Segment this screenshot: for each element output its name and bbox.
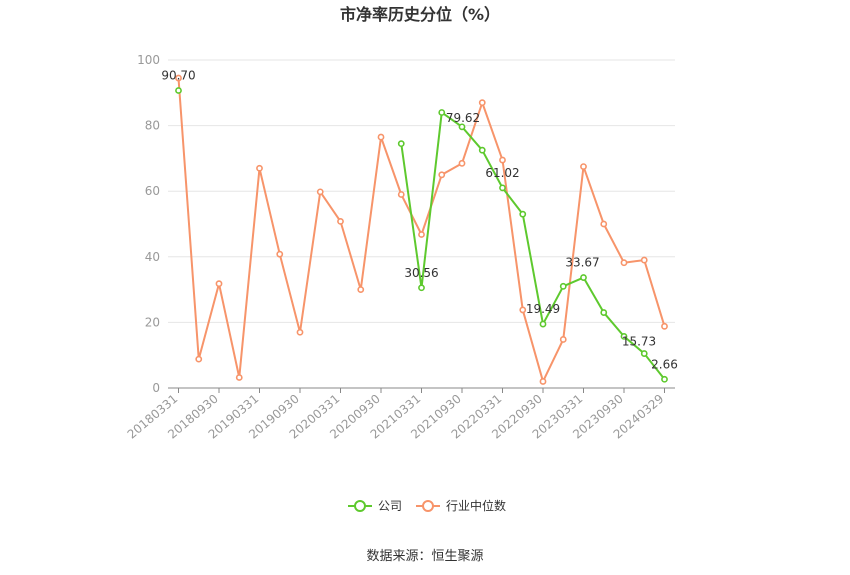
legend-item-industry-median: 行业中位数: [416, 498, 506, 513]
data-label: 61.02: [485, 166, 519, 180]
industry-median-point: [499, 156, 506, 164]
industry-median-point: [377, 133, 385, 141]
industry-median-point: [620, 259, 628, 267]
industry-median-point: [256, 164, 263, 172]
y-tick-labels: 0 20 40 60 80 100: [137, 53, 160, 395]
series-lines: [175, 74, 668, 385]
industry-median-point: [397, 191, 405, 198]
company-point: [458, 123, 466, 131]
x-tick-labels: 2018033120180930201903312019093020200331…: [125, 392, 667, 442]
legend: 公司 行业中位数: [348, 498, 506, 513]
industry-median-line: [177, 77, 666, 383]
company-point: [175, 87, 182, 94]
data-label: 79.62: [446, 111, 480, 125]
legend-label: 行业中位数: [446, 498, 506, 513]
industry-median-point: [580, 163, 587, 170]
company-point: [438, 109, 446, 116]
company-point: [478, 146, 486, 154]
company-point: [397, 140, 405, 148]
y-tick-label: 20: [145, 315, 160, 329]
industry-median-point: [418, 231, 425, 238]
industry-median-point: [357, 286, 365, 293]
legend-item-company: 公司: [348, 499, 402, 513]
company-point: [519, 210, 527, 218]
company-point: [640, 350, 648, 357]
data-label: 2.66: [651, 357, 678, 371]
industry-median-point: [195, 355, 203, 363]
industry-median-point: [539, 378, 547, 385]
chart-title: 市净率历史分位（%）: [340, 5, 500, 24]
industry-median-point: [600, 220, 608, 228]
company-point: [559, 282, 567, 290]
company-point: [661, 375, 668, 383]
y-tick-label: 40: [145, 250, 160, 264]
industry-median-point: [438, 171, 446, 179]
industry-median-point: [519, 306, 527, 314]
y-tick-label: 100: [137, 53, 160, 67]
industry-median-point: [661, 322, 668, 330]
industry-median-point: [559, 336, 567, 343]
industry-median-point: [175, 74, 182, 82]
industry-median-point: [458, 159, 466, 167]
industry-median-point: [235, 374, 243, 381]
industry-median-point: [640, 256, 648, 264]
data-label: 15.73: [622, 334, 656, 348]
y-tick-label: 60: [145, 184, 160, 198]
data-label: 30.56: [404, 266, 438, 280]
company-point: [539, 320, 547, 328]
source-note: 数据来源：恒生聚源: [366, 549, 483, 564]
company-point: [418, 284, 425, 292]
data-label: 33.67: [565, 256, 599, 270]
company-point: [580, 274, 587, 281]
industry-median-point: [215, 280, 223, 288]
axes: [168, 387, 675, 393]
legend-swatch-marker: [354, 500, 366, 512]
grid-lines: [168, 59, 675, 323]
data-label: 19.49: [526, 302, 560, 316]
y-tick-label: 80: [145, 119, 160, 133]
industry-median-point: [478, 99, 486, 107]
company-point: [620, 333, 628, 340]
company-point: [499, 184, 506, 192]
industry-median-point: [316, 188, 324, 196]
industry-median-point: [276, 250, 284, 258]
industry-median-point: [337, 217, 344, 225]
legend-label: 公司: [378, 499, 402, 513]
company-line: [400, 111, 666, 380]
data-label: 90.70: [161, 69, 195, 83]
company-point: [600, 309, 608, 316]
data-labels: 90.70 30.56 79.62 61.02 19.49 33.67 15.73 2.66: [161, 69, 678, 372]
industry-median-point: [296, 328, 304, 336]
y-tick-label: 0: [152, 381, 160, 395]
legend-swatch-marker: [422, 500, 434, 512]
